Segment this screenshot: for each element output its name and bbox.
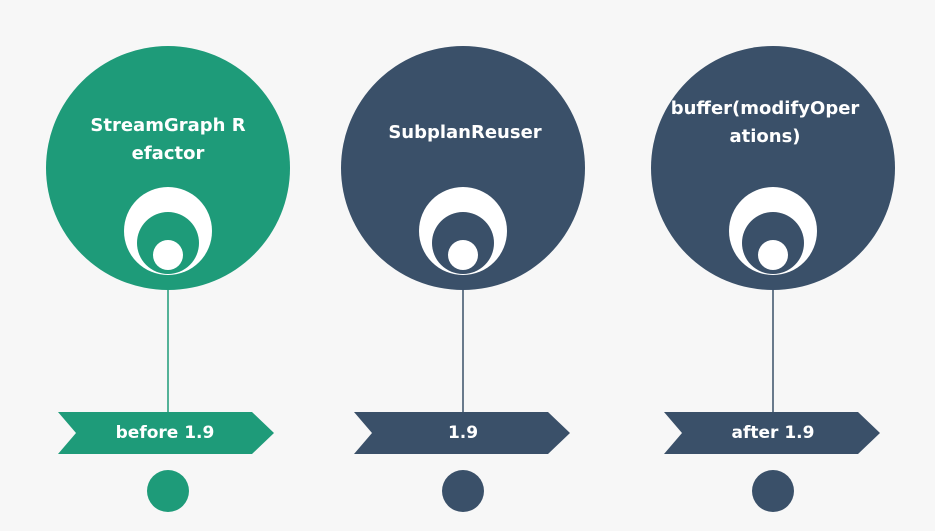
milestone-circle-3 [651,46,895,290]
milestone-ring-inner-1 [153,240,183,270]
milestone-title-1: StreamGraph Refactor [90,115,246,164]
milestone-banner-1 [58,412,274,454]
milestone-dot-3 [752,470,794,512]
milestone-banner-label-2: 1.9 [447,423,479,443]
milestone-banner-2 [354,412,570,454]
milestone-ring-inner-3 [758,240,788,270]
milestone-circle-2 [341,46,585,290]
milestone-dot-2 [442,470,484,512]
milestone-dot-1 [147,470,189,512]
milestone-banner-label-3: after 1.9 [731,423,815,443]
milestone-circle-1 [46,46,290,290]
milestone-banner-3 [664,412,880,454]
milestone-title-2: SubplanReuser [388,122,542,143]
milestone-title-3: buffer(modifyOperations) [670,98,860,147]
milestone-banner-label-1: before 1.9 [115,423,215,443]
milestone-ring-inner-2 [448,240,478,270]
